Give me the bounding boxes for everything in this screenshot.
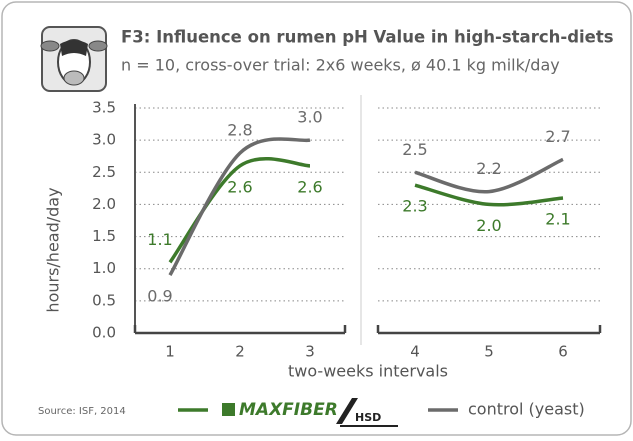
- data-label: 2.3: [402, 197, 427, 216]
- y-tick-label: 0.0: [92, 324, 116, 342]
- data-label: 2.6: [227, 177, 252, 196]
- legend-label: MAXFIBER: [239, 400, 338, 420]
- legend-label: control (yeast): [468, 400, 585, 419]
- cow-icon: [41, 27, 107, 91]
- data-label: 0.9: [147, 287, 172, 306]
- data-label: 2.6: [297, 177, 322, 196]
- data-label: 2.5: [402, 140, 427, 159]
- data-label: 2.8: [227, 121, 252, 140]
- chart-subtitle: n = 10, cross-over trial: 2x6 weeks, ø 4…: [121, 56, 560, 75]
- x-tick-label: 5: [484, 343, 494, 361]
- x-tick-label: 6: [558, 343, 568, 361]
- data-label: 2.1: [545, 210, 570, 229]
- y-axis-label: hours/head/day: [44, 187, 63, 312]
- data-label: 2.2: [476, 159, 501, 178]
- chart-title: F3: Influence on rumen pH Value in high-…: [121, 28, 614, 47]
- source: Source: ISF, 2014: [38, 406, 126, 417]
- y-tick-label: 2.5: [92, 163, 116, 181]
- page: {"chart_data": {"type": "line", "title":…: [0, 0, 633, 437]
- x-tick-label: 1: [165, 343, 175, 361]
- y-tick-label: 3.0: [92, 131, 116, 149]
- x-tick-label: 4: [410, 343, 420, 361]
- x-axis-label: two-weeks intervals: [288, 362, 448, 381]
- y-tick-label: 2.0: [92, 195, 116, 213]
- y-tick-label: 0.5: [92, 291, 116, 309]
- chart: F3: Influence on rumen pH Value in high-…: [0, 0, 633, 437]
- x-tick-label: 2: [235, 343, 245, 361]
- y-tick-label: 1.0: [92, 259, 116, 277]
- data-label: 2.7: [545, 127, 570, 146]
- legend-logo-suffix: HSD: [355, 411, 381, 424]
- data-label: 1.1: [147, 230, 172, 249]
- y-tick-label: 1.5: [92, 227, 116, 245]
- data-label: 2.0: [476, 216, 501, 235]
- legend-logo-square: [222, 403, 235, 416]
- data-label: 3.0: [297, 108, 322, 127]
- y-tick-label: 3.5: [92, 99, 116, 117]
- x-tick-label: 3: [305, 343, 315, 361]
